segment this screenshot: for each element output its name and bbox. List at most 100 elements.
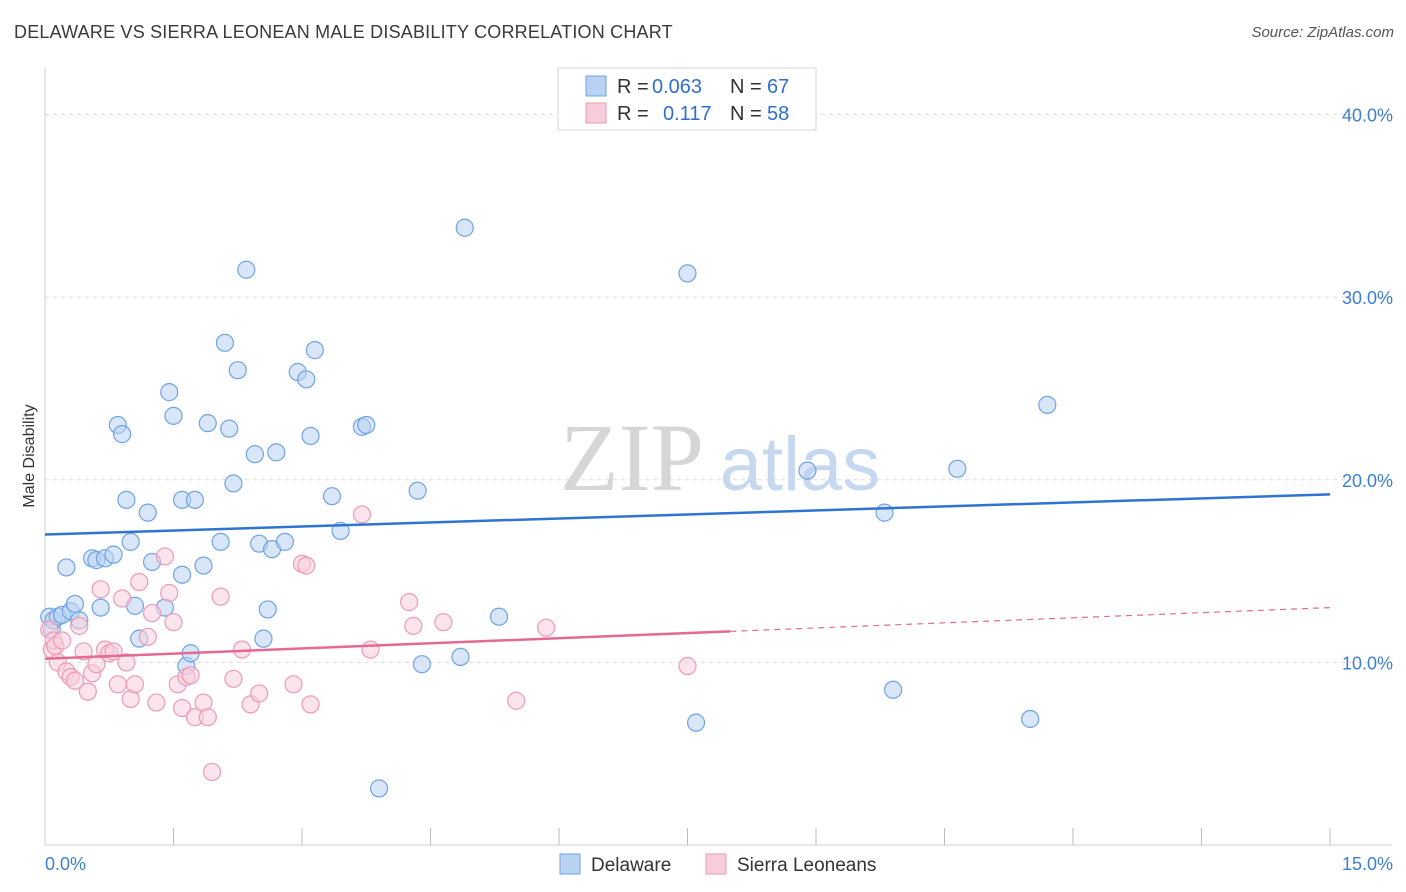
delaware-point bbox=[678, 264, 697, 283]
delaware-point bbox=[215, 333, 234, 352]
delaware-point bbox=[198, 414, 217, 433]
sierra-leoneans-point bbox=[399, 593, 419, 612]
delaware-point bbox=[138, 503, 157, 522]
delaware-point bbox=[220, 419, 239, 438]
legend-r-value-delaware: 0.063 bbox=[652, 76, 702, 98]
sierra-leoneans-point bbox=[361, 640, 380, 659]
trend-line-sierra-leoneans bbox=[44, 630, 731, 660]
sierra-leoneans-point bbox=[164, 613, 183, 632]
delaware-point bbox=[194, 556, 213, 575]
sierra-leoneans-point bbox=[284, 675, 303, 694]
watermark: ZIP atlas bbox=[560, 404, 880, 511]
sierra-leoneans-point bbox=[181, 666, 200, 685]
sierra-leoneans-point bbox=[352, 505, 372, 524]
trend-line-sierra-leoneans-extrapolated bbox=[730, 606, 1331, 632]
sierra-leoneans-point bbox=[108, 675, 127, 694]
delaware-point bbox=[121, 532, 140, 551]
series-legend-label-sierra-leoneans[interactable]: Sierra Leoneans bbox=[737, 855, 876, 876]
sierra-leoneans-point bbox=[53, 631, 72, 650]
y-tick-label: 40.0% bbox=[1342, 106, 1393, 126]
delaware-point bbox=[228, 361, 247, 380]
sierra-leoneans-point bbox=[297, 556, 316, 575]
delaware-point bbox=[412, 655, 432, 674]
y-tick-labels: 10.0% 20.0% 30.0% 40.0% bbox=[1342, 106, 1393, 674]
sierra-leoneans-point bbox=[78, 682, 97, 701]
delaware-point bbox=[57, 558, 76, 577]
legend-r-value-sierra-leoneans: 0.117 bbox=[663, 103, 712, 125]
sierra-leoneans-point bbox=[74, 642, 93, 661]
y-tick-label: 20.0% bbox=[1342, 471, 1393, 491]
delaware-point bbox=[883, 680, 903, 699]
delaware-point bbox=[104, 545, 123, 564]
series-legend-label-delaware[interactable]: Delaware bbox=[591, 855, 671, 876]
delaware-point bbox=[451, 647, 470, 667]
sierra-leoneans-point bbox=[112, 589, 132, 608]
chart-source: Source: ZipAtlas.com bbox=[1251, 24, 1394, 41]
series-sierra-leoneans bbox=[40, 505, 697, 782]
delaware-point bbox=[172, 565, 192, 584]
x-tick-label: 0.0% bbox=[45, 854, 86, 874]
sierra-leoneans-point bbox=[434, 613, 453, 632]
delaware-point bbox=[275, 532, 294, 551]
sierra-leoneans-point bbox=[507, 691, 526, 710]
delaware-point bbox=[91, 598, 110, 617]
sierra-leoneans-point bbox=[537, 618, 556, 637]
grid-lines bbox=[45, 114, 1392, 663]
delaware-point bbox=[1021, 709, 1040, 729]
legend-r-label-sierra-leoneans: R = bbox=[617, 103, 649, 125]
delaware-point bbox=[112, 425, 132, 444]
sierra-leoneans-point bbox=[130, 572, 149, 592]
sierra-leoneans-point bbox=[172, 698, 192, 718]
delaware-point bbox=[370, 779, 389, 798]
axes bbox=[44, 68, 1392, 846]
delaware-point bbox=[297, 370, 316, 389]
legend-r-label-delaware: R = bbox=[617, 76, 649, 98]
delaware-point bbox=[185, 490, 205, 509]
delaware-point bbox=[489, 607, 509, 626]
delaware-point bbox=[258, 600, 277, 619]
delaware-point bbox=[237, 260, 256, 279]
delaware-point bbox=[798, 461, 817, 480]
delaware-point bbox=[224, 474, 243, 493]
delaware-point bbox=[455, 218, 474, 237]
sierra-leoneans-point bbox=[211, 587, 230, 606]
legend-swatch-delaware bbox=[585, 75, 607, 97]
delaware-point bbox=[254, 629, 273, 648]
delaware-point bbox=[357, 415, 376, 435]
delaware-point bbox=[164, 406, 183, 425]
sierra-leoneans-point bbox=[250, 684, 269, 703]
delaware-point bbox=[245, 445, 264, 464]
sierra-leoneans-point bbox=[224, 669, 243, 688]
sierra-leoneans-point bbox=[160, 583, 179, 603]
trend-line-delaware bbox=[44, 493, 1331, 536]
sierra-leoneans-point bbox=[138, 627, 157, 646]
delaware-point bbox=[117, 490, 136, 509]
chart-title: DELAWARE VS SIERRA LEONEAN MALE DISABILI… bbox=[14, 22, 673, 42]
legend-swatch-sierra-leoneans bbox=[585, 102, 607, 124]
legend-n-value-delaware: 67 bbox=[767, 76, 789, 98]
series-legend-swatch-sierra-leoneans[interactable] bbox=[705, 853, 727, 875]
series-legend-swatch-delaware[interactable] bbox=[559, 853, 581, 875]
sierra-leoneans-point bbox=[91, 580, 110, 599]
delaware-point bbox=[301, 426, 320, 446]
delaware-point bbox=[65, 594, 85, 614]
delaware-point bbox=[408, 481, 427, 500]
delaware-point bbox=[211, 532, 230, 551]
sierra-leoneans-point bbox=[678, 656, 697, 676]
sierra-leoneans-point bbox=[198, 708, 217, 727]
y-tick-label: 30.0% bbox=[1342, 288, 1393, 308]
sierra-leoneans-point bbox=[155, 547, 175, 566]
sierra-leoneans-point bbox=[125, 675, 145, 694]
delaware-point bbox=[305, 341, 324, 360]
watermark-zip: ZIP bbox=[560, 404, 704, 511]
trend-lines bbox=[44, 493, 1331, 660]
y-axis-label: Male Disability bbox=[21, 404, 38, 507]
sierra-leoneans-point bbox=[70, 616, 89, 635]
x-tick-labels: 0.0% 15.0% bbox=[45, 854, 1393, 874]
delaware-point bbox=[875, 503, 894, 522]
sierra-leoneans-point bbox=[202, 762, 222, 782]
sierra-leoneans-point bbox=[147, 693, 166, 712]
sierra-leoneans-point bbox=[65, 671, 85, 690]
delaware-point bbox=[686, 713, 706, 732]
y-tick-label: 10.0% bbox=[1342, 653, 1393, 673]
